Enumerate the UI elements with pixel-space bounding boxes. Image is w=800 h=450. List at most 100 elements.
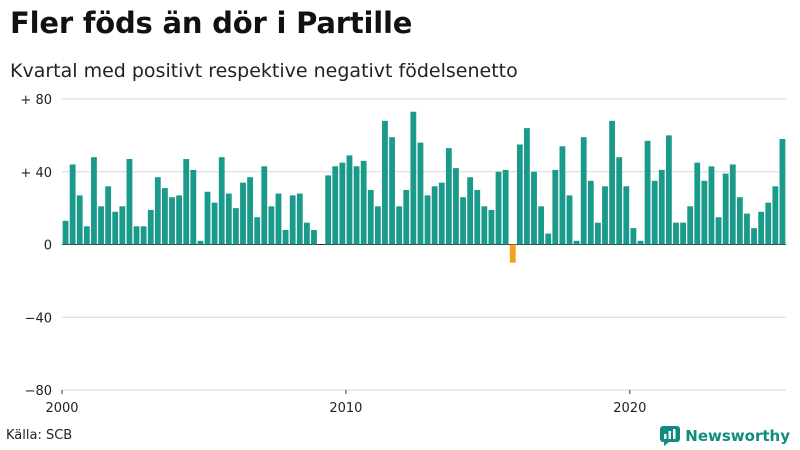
bar-positive xyxy=(474,189,481,245)
y-tick-label: + 40 xyxy=(20,166,52,181)
newsworthy-logo-icon xyxy=(660,426,681,446)
bar-positive xyxy=(254,217,261,245)
bar-positive xyxy=(154,177,161,245)
bar-positive xyxy=(147,209,154,245)
bar-positive xyxy=(417,142,424,245)
bar-positive xyxy=(772,186,779,245)
bar-positive xyxy=(382,120,388,245)
bar-positive xyxy=(445,148,452,245)
bar-positive xyxy=(516,144,523,245)
bar-positive xyxy=(325,175,332,245)
bar-positive xyxy=(609,120,616,245)
bar-positive xyxy=(602,186,608,245)
bar-positive xyxy=(594,222,601,245)
bar-positive xyxy=(687,206,694,245)
bar-positive xyxy=(98,206,104,245)
bar-positive xyxy=(190,169,197,245)
bar-positive xyxy=(410,111,417,245)
bar-positive xyxy=(729,164,736,245)
bar-positive xyxy=(303,222,310,245)
bar-positive xyxy=(311,229,317,245)
bar-positive xyxy=(91,157,97,245)
bar-positive xyxy=(673,222,679,245)
bar-positive xyxy=(126,159,133,245)
bar-positive xyxy=(758,211,765,245)
bar-positive xyxy=(119,206,126,245)
bar-positive xyxy=(225,193,232,245)
bar-positive xyxy=(587,180,594,245)
axes: + 80 + 40 0 −40 −80 2000 2010 2020 xyxy=(20,93,646,416)
chart-subtitle: Kvartal med positivt respektive negativt… xyxy=(10,60,518,82)
bar-positive xyxy=(374,206,381,245)
bar-positive xyxy=(83,226,90,245)
bar-positive xyxy=(708,166,715,245)
bar-positive xyxy=(715,217,722,245)
bar-positive xyxy=(403,189,410,245)
bar-positive xyxy=(211,202,218,245)
bar-positive xyxy=(332,166,339,245)
bar-positive xyxy=(112,211,119,245)
bar-positive xyxy=(559,146,566,245)
gridlines xyxy=(62,98,786,391)
bar-positive xyxy=(502,169,509,245)
bar-positive xyxy=(531,171,537,245)
bar-positive xyxy=(169,197,175,245)
bar-positive xyxy=(162,188,168,245)
bar-positive xyxy=(140,226,147,245)
bar-positive xyxy=(275,193,282,245)
bar-positive xyxy=(339,162,346,245)
x-tick-label: 2020 xyxy=(613,401,646,416)
bars xyxy=(62,111,786,263)
bar-positive xyxy=(360,160,367,245)
y-tick-label: + 80 xyxy=(20,93,52,108)
bar-positive xyxy=(389,137,395,245)
brand-logo: Newsworthy xyxy=(660,426,790,446)
bar-positive xyxy=(76,195,83,245)
bar-positive xyxy=(268,206,275,245)
bar-positive xyxy=(431,186,438,245)
source-note: Källa: SCB xyxy=(6,428,73,443)
bar-positive xyxy=(701,180,708,245)
bar-positive xyxy=(261,166,268,245)
bar-positive xyxy=(296,193,303,245)
bar-positive xyxy=(744,213,750,245)
bar-negative xyxy=(509,244,516,263)
x-tick-label: 2010 xyxy=(329,401,362,416)
bar-positive xyxy=(133,226,140,245)
y-tick-label: −40 xyxy=(25,311,52,326)
bar-positive xyxy=(282,229,289,245)
bar-positive xyxy=(460,197,466,245)
bar-positive xyxy=(176,195,183,245)
bar-positive xyxy=(644,140,651,245)
y-tick-label: 0 xyxy=(44,239,52,254)
bar-positive xyxy=(680,222,686,245)
bar-positive xyxy=(289,195,296,245)
bar-positive xyxy=(367,189,374,245)
bar-positive xyxy=(538,206,545,245)
bar-positive xyxy=(580,137,587,245)
brand-name: Newsworthy xyxy=(685,427,790,445)
bar-positive xyxy=(218,157,225,245)
bar-positive xyxy=(637,240,644,245)
bar-positive xyxy=(665,135,672,245)
bar-positive xyxy=(438,182,445,245)
bar-positive xyxy=(616,157,623,245)
bar-positive xyxy=(346,155,353,245)
bar-positive xyxy=(183,159,190,245)
bar-positive xyxy=(240,182,246,245)
bar-positive xyxy=(204,191,211,245)
bar-positive xyxy=(623,186,630,245)
bar-positive xyxy=(247,177,254,245)
bar-positive xyxy=(524,128,530,245)
bar-positive xyxy=(488,209,495,245)
bar-positive xyxy=(658,169,665,245)
bar-positive xyxy=(573,240,580,245)
bar-positive xyxy=(722,173,729,245)
bar-positive xyxy=(630,228,637,245)
bar-positive xyxy=(232,208,239,245)
bar-positive xyxy=(495,171,502,245)
chart-title: Fler föds än dör i Partille xyxy=(10,6,413,40)
bar-positive xyxy=(736,197,743,245)
bar-positive xyxy=(566,195,573,245)
